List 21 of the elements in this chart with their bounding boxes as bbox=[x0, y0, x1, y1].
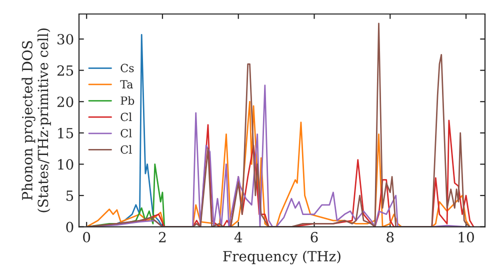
y-tick-label: 25 bbox=[57, 65, 74, 76]
y-tick-label: 5 bbox=[66, 190, 74, 201]
x-tick-label: 4 bbox=[234, 232, 242, 242]
x-tick-label: 2 bbox=[159, 232, 166, 242]
legend-label: Cl bbox=[120, 145, 132, 154]
y-axis-title: Phonon projected DOS (States/THz·primitive cell) bbox=[22, 28, 51, 212]
legend-label: Cl bbox=[120, 128, 132, 138]
x-tick-label: 8 bbox=[386, 232, 394, 242]
x-tick-label: 0 bbox=[83, 232, 90, 242]
x-axis-title: Frequency (THz) bbox=[223, 250, 340, 264]
legend-label: Cl bbox=[120, 112, 132, 122]
x-tick-label: 10 bbox=[458, 232, 474, 242]
y-tick-label: 10 bbox=[58, 159, 74, 170]
legend-label: Ta bbox=[120, 80, 133, 89]
x-tick-label: 6 bbox=[310, 232, 318, 242]
y-tick-label: 0 bbox=[66, 222, 74, 232]
y-tick-label: 20 bbox=[57, 96, 74, 108]
y-tick-label: 15 bbox=[58, 128, 74, 138]
legend-label: Pb bbox=[120, 96, 134, 105]
y-tick-label: 30 bbox=[58, 34, 74, 45]
legend-label: Cs bbox=[120, 64, 134, 72]
